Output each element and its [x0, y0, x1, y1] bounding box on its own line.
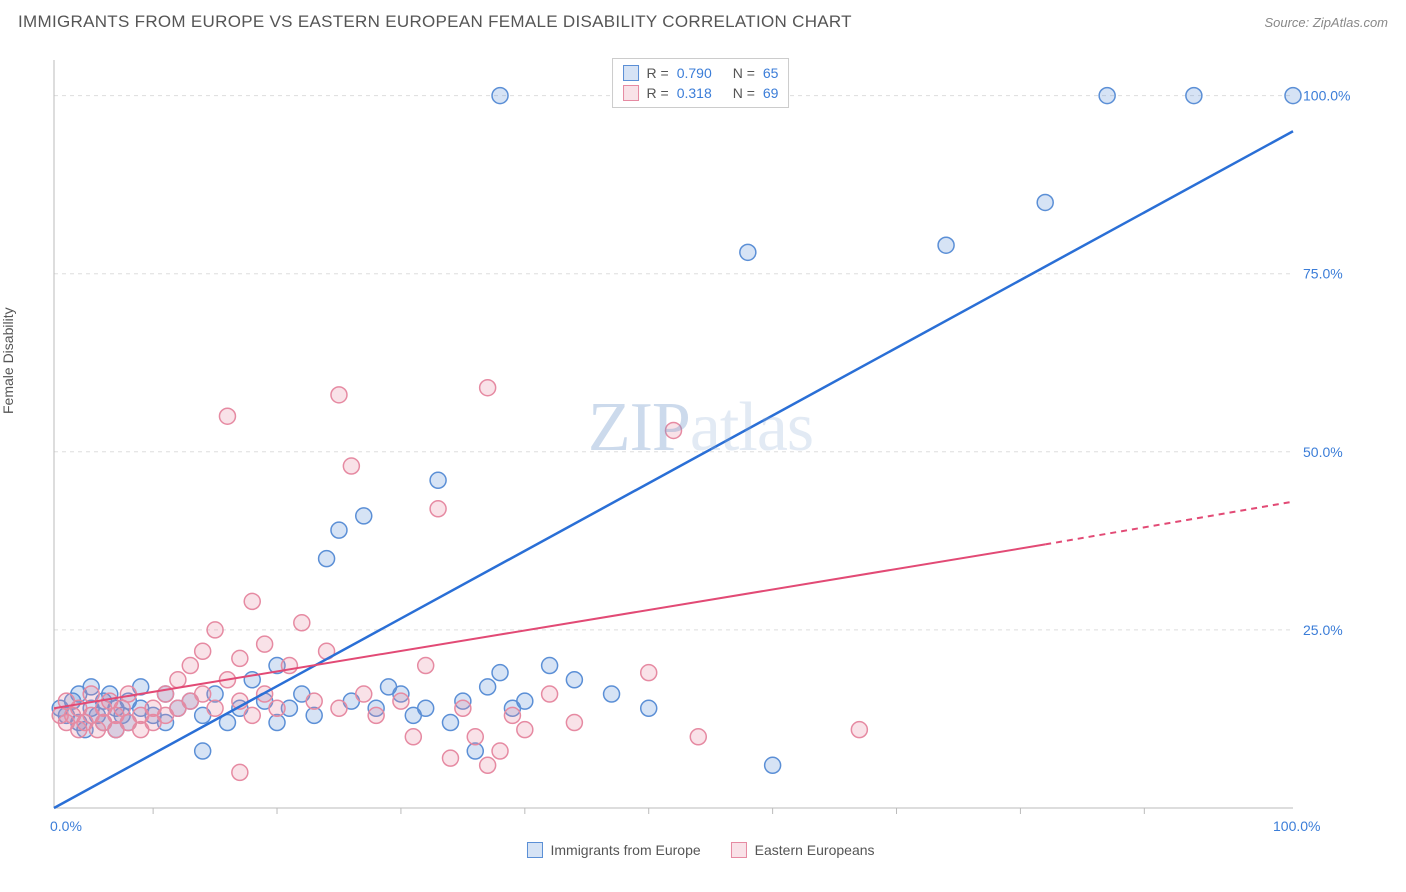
swatch-icon — [623, 65, 639, 81]
series-legend: Immigrants from Europe Eastern Europeans — [526, 842, 874, 858]
swatch-icon — [623, 85, 639, 101]
svg-text:50.0%: 50.0% — [1303, 444, 1343, 460]
y-axis-label: Female Disability — [0, 307, 16, 414]
correlation-legend: R = 0.790 N = 65 R = 0.318 N = 69 — [612, 58, 790, 108]
legend-row-series-1: R = 0.318 N = 69 — [623, 83, 779, 103]
svg-text:25.0%: 25.0% — [1303, 622, 1343, 638]
x-axis-origin-label: 0.0% — [50, 818, 82, 834]
svg-text:75.0%: 75.0% — [1303, 266, 1343, 282]
chart-area: ZIPatlas 25.0%50.0%75.0%100.0% R = 0.790… — [48, 58, 1353, 828]
legend-row-series-0: R = 0.790 N = 65 — [623, 63, 779, 83]
svg-text:100.0%: 100.0% — [1303, 88, 1350, 104]
swatch-icon — [526, 842, 542, 858]
source-attribution: Source: ZipAtlas.com — [1264, 15, 1388, 30]
scatter-chart-svg: 25.0% 50.0% 75.0% 100.0% — [48, 58, 1353, 828]
legend-item-series-1: Eastern Europeans — [731, 842, 875, 858]
chart-title: IMMIGRANTS FROM EUROPE VS EASTERN EUROPE… — [18, 12, 852, 32]
swatch-icon — [731, 842, 747, 858]
legend-item-series-0: Immigrants from Europe — [526, 842, 700, 858]
x-axis-max-label: 100.0% — [1273, 818, 1320, 834]
